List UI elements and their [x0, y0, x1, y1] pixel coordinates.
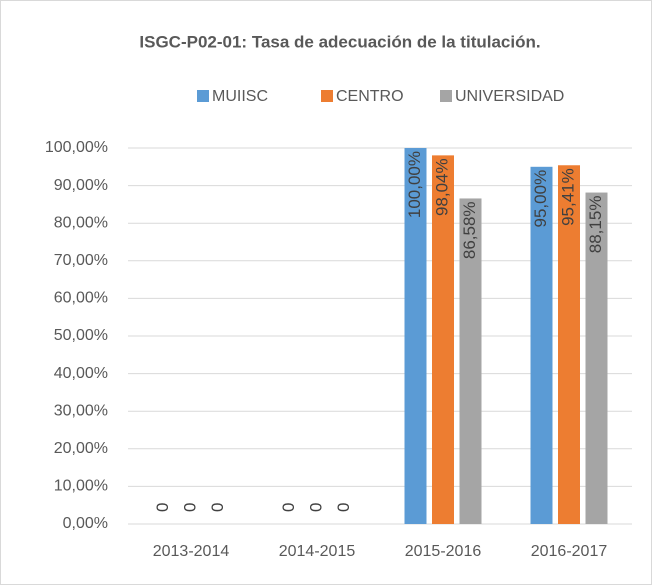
data-label: 98,04%: [432, 158, 451, 216]
x-tick-label: 2015-2016: [405, 543, 482, 560]
y-tick-label: 10,00%: [54, 478, 108, 495]
x-tick-label: 2016-2017: [531, 543, 608, 560]
legend-label: UNIVERSIDAD: [455, 88, 564, 105]
data-label: 0: [279, 503, 298, 512]
y-tick-label: 40,00%: [54, 365, 108, 382]
data-label: 0: [180, 503, 199, 512]
bar: [432, 155, 454, 524]
bar: [585, 192, 608, 524]
data-label: 86,58%: [460, 201, 479, 259]
bar: [404, 148, 427, 524]
y-tick-label: 60,00%: [54, 290, 108, 307]
legend-swatch: [197, 90, 209, 102]
data-label: 95,41%: [558, 168, 577, 226]
legend-label: CENTRO: [336, 88, 404, 105]
data-label: 95,00%: [531, 170, 550, 228]
bar: [530, 166, 553, 525]
x-tick-label: 2014-2015: [279, 543, 356, 560]
data-label: 0: [334, 503, 353, 512]
y-tick-label: 30,00%: [54, 402, 108, 419]
x-tick-label: 2013-2014: [153, 543, 230, 560]
y-tick-label: 100,00%: [45, 139, 108, 156]
y-tick-label: 0,00%: [63, 515, 108, 532]
bar: [459, 198, 482, 524]
y-tick-label: 70,00%: [54, 252, 108, 269]
data-label: 0: [208, 503, 227, 512]
y-tick-label: 90,00%: [54, 177, 108, 194]
chart-title: ISGC-P02-01: Tasa de adecuación de la ti…: [139, 32, 540, 51]
legend-swatch: [440, 90, 452, 102]
legend-swatch: [321, 90, 333, 102]
data-label: 0: [306, 503, 325, 512]
data-label: 100,00%: [405, 151, 424, 218]
data-label: 0: [153, 503, 172, 512]
bar: [558, 165, 580, 524]
y-tick-label: 20,00%: [54, 440, 108, 457]
legend-label: MUIISC: [212, 88, 268, 105]
y-tick-label: 50,00%: [54, 327, 108, 344]
y-tick-label: 80,00%: [54, 214, 108, 231]
data-label: 88,15%: [586, 196, 605, 254]
